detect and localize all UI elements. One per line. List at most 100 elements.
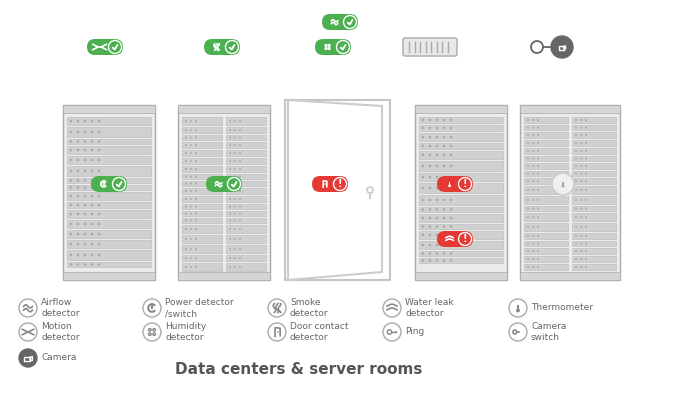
Bar	[524, 171, 568, 176]
Circle shape	[90, 131, 93, 133]
Bar	[517, 305, 519, 310]
Bar	[520, 272, 620, 280]
Circle shape	[580, 126, 582, 128]
Circle shape	[435, 234, 438, 236]
Circle shape	[98, 179, 100, 182]
Circle shape	[509, 323, 527, 341]
Circle shape	[580, 242, 582, 245]
Circle shape	[98, 140, 100, 143]
Circle shape	[580, 173, 582, 175]
Circle shape	[395, 331, 397, 333]
Circle shape	[190, 206, 192, 208]
Circle shape	[195, 248, 197, 250]
FancyBboxPatch shape	[206, 176, 242, 192]
Bar	[67, 166, 151, 176]
Circle shape	[83, 204, 86, 206]
Circle shape	[562, 184, 564, 188]
Bar	[226, 158, 266, 164]
Bar	[572, 148, 616, 154]
Circle shape	[422, 165, 424, 167]
Text: Humidity
detector: Humidity detector	[165, 322, 206, 342]
Circle shape	[527, 189, 529, 191]
Circle shape	[450, 225, 453, 228]
Circle shape	[585, 180, 587, 182]
FancyBboxPatch shape	[91, 176, 127, 192]
Circle shape	[450, 252, 453, 255]
Bar	[226, 174, 266, 179]
Circle shape	[19, 299, 37, 317]
Circle shape	[435, 208, 438, 211]
Circle shape	[537, 134, 539, 136]
Circle shape	[575, 189, 577, 191]
Text: ·: ·	[151, 329, 153, 335]
Circle shape	[450, 199, 453, 201]
Bar	[572, 223, 616, 231]
Circle shape	[509, 299, 527, 317]
Circle shape	[70, 120, 72, 122]
Bar	[226, 181, 266, 186]
Bar	[524, 233, 568, 239]
Bar	[226, 235, 266, 243]
Circle shape	[532, 226, 534, 228]
Bar	[419, 133, 503, 141]
Bar	[572, 163, 616, 169]
Bar	[524, 125, 568, 130]
Circle shape	[98, 213, 100, 215]
Circle shape	[195, 198, 197, 200]
Bar	[419, 241, 503, 249]
Bar	[67, 230, 151, 238]
Bar	[524, 117, 568, 123]
Circle shape	[268, 323, 286, 341]
Circle shape	[195, 129, 197, 131]
Bar	[419, 251, 503, 256]
Circle shape	[428, 217, 431, 219]
Bar	[182, 196, 222, 202]
Circle shape	[443, 217, 445, 219]
Bar	[572, 233, 616, 239]
Circle shape	[337, 41, 350, 54]
Circle shape	[585, 235, 587, 237]
Circle shape	[422, 217, 424, 219]
Circle shape	[450, 136, 453, 138]
Circle shape	[195, 228, 197, 230]
Bar	[572, 241, 616, 246]
Circle shape	[537, 242, 539, 245]
Circle shape	[195, 190, 197, 192]
Circle shape	[229, 228, 231, 230]
Bar	[524, 256, 568, 262]
Circle shape	[450, 259, 453, 262]
Circle shape	[585, 150, 587, 152]
Circle shape	[229, 168, 231, 170]
Circle shape	[435, 225, 438, 228]
Circle shape	[229, 257, 231, 259]
Bar	[572, 178, 616, 184]
Bar	[419, 195, 503, 205]
Circle shape	[516, 309, 520, 312]
Bar	[520, 105, 620, 280]
Circle shape	[428, 127, 431, 129]
Circle shape	[435, 259, 438, 262]
Circle shape	[575, 258, 577, 260]
Bar	[520, 105, 620, 113]
Circle shape	[234, 182, 236, 184]
Circle shape	[537, 189, 539, 191]
Circle shape	[537, 226, 539, 228]
Bar	[419, 117, 503, 123]
Circle shape	[190, 129, 192, 131]
Bar	[419, 231, 503, 239]
Circle shape	[185, 190, 187, 192]
Bar	[419, 183, 503, 193]
Circle shape	[185, 182, 187, 184]
Circle shape	[239, 129, 241, 131]
Circle shape	[190, 152, 192, 154]
Circle shape	[195, 219, 197, 221]
Circle shape	[185, 219, 187, 221]
Bar	[415, 105, 507, 280]
Circle shape	[575, 126, 577, 128]
Bar	[182, 188, 222, 194]
Circle shape	[77, 254, 79, 256]
Bar	[226, 211, 266, 216]
Circle shape	[98, 243, 100, 245]
Bar	[182, 117, 222, 125]
Bar	[448, 182, 451, 186]
